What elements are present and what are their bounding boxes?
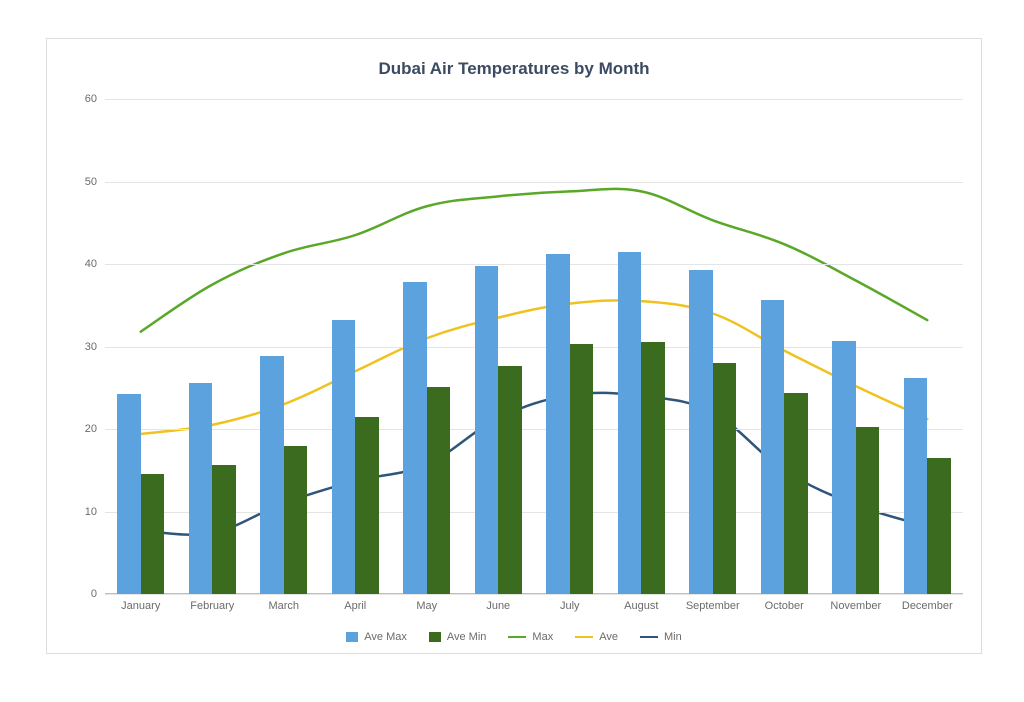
bar	[689, 270, 713, 594]
legend-item: Ave	[575, 631, 618, 643]
legend-item: Min	[640, 631, 682, 643]
y-tick-label: 30	[85, 341, 97, 353]
y-tick-label: 50	[85, 176, 97, 188]
y-tick-label: 0	[91, 588, 97, 600]
legend-label: Ave	[599, 631, 618, 643]
bar	[189, 383, 213, 594]
x-tick-label: April	[344, 600, 366, 612]
x-tick-label: July	[560, 600, 580, 612]
y-tick-label: 10	[85, 506, 97, 518]
bar	[927, 458, 951, 594]
bar	[570, 344, 594, 594]
x-tick-label: October	[765, 600, 804, 612]
bar	[784, 393, 808, 594]
x-tick-label: January	[121, 600, 160, 612]
chart-container: Dubai Air Temperatures by Month 01020304…	[46, 38, 982, 654]
bar	[212, 465, 236, 594]
legend-label: Ave Max	[364, 631, 407, 643]
x-tick-label: November	[830, 600, 881, 612]
bar	[761, 300, 785, 594]
bar	[403, 282, 427, 594]
legend-swatch	[640, 636, 658, 638]
legend-label: Max	[532, 631, 553, 643]
gridline	[105, 594, 963, 595]
bar	[141, 474, 165, 594]
gridline	[105, 264, 963, 265]
x-tick-label: December	[902, 600, 953, 612]
bar	[618, 252, 642, 594]
bar	[355, 417, 379, 594]
legend-label: Min	[664, 631, 682, 643]
bar	[641, 342, 665, 594]
bar	[117, 394, 141, 594]
x-tick-label: February	[190, 600, 234, 612]
legend-swatch	[429, 632, 441, 642]
bar	[498, 366, 522, 594]
legend-swatch	[575, 636, 593, 638]
x-tick-label: September	[686, 600, 740, 612]
legend-label: Ave Min	[447, 631, 487, 643]
legend-swatch	[508, 636, 526, 638]
x-tick-label: March	[268, 600, 299, 612]
legend: Ave Max Ave Min Max Ave Min	[47, 631, 981, 643]
x-tick-label: June	[486, 600, 510, 612]
gridline	[105, 182, 963, 183]
y-tick-label: 40	[85, 258, 97, 270]
x-tick-label: May	[416, 600, 437, 612]
bar	[260, 356, 284, 594]
plot-area: 0102030405060JanuaryFebruaryMarchAprilMa…	[105, 99, 963, 594]
gridline	[105, 99, 963, 100]
bar	[713, 363, 737, 594]
legend-item: Max	[508, 631, 553, 643]
legend-swatch	[346, 632, 358, 642]
bar	[832, 341, 856, 594]
bar	[546, 254, 570, 594]
bar	[332, 320, 356, 594]
line-series	[141, 300, 928, 434]
bar	[475, 266, 499, 594]
x-tick-label: August	[624, 600, 658, 612]
bar	[904, 378, 928, 594]
bar	[427, 387, 451, 594]
legend-item: Ave Min	[429, 631, 487, 643]
y-tick-label: 60	[85, 93, 97, 105]
y-tick-label: 20	[85, 423, 97, 435]
bar	[856, 427, 880, 594]
bar	[284, 446, 308, 594]
chart-title: Dubai Air Temperatures by Month	[47, 59, 981, 79]
legend-item: Ave Max	[346, 631, 407, 643]
